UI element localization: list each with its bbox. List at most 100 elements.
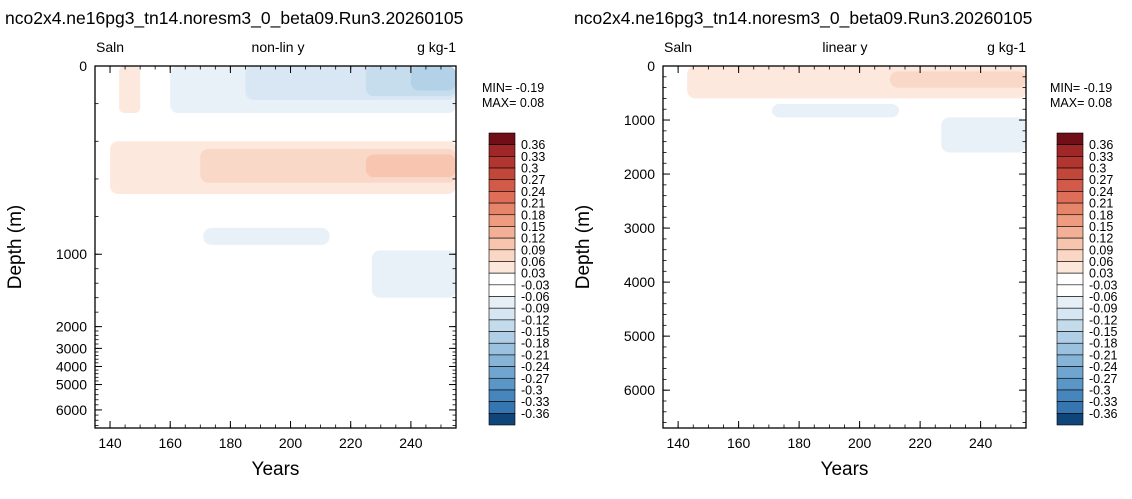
colorbar-label: -0.03 bbox=[1089, 278, 1118, 292]
colorbar-label: -0.3 bbox=[1089, 383, 1111, 397]
colorbar-box bbox=[1056, 132, 1084, 145]
colorbar-label: 0.21 bbox=[521, 197, 545, 211]
colorbar-label: 0.33 bbox=[521, 150, 545, 164]
contour-region bbox=[203, 227, 330, 245]
colorbar-label: 0.3 bbox=[1089, 162, 1106, 176]
axis-mode-label: non-lin y bbox=[252, 39, 305, 55]
colorbar-label: 0.24 bbox=[1089, 185, 1113, 199]
colorbar-label: 0.03 bbox=[521, 267, 545, 281]
colorbar-label: -0.12 bbox=[521, 313, 550, 327]
colorbar-box bbox=[488, 132, 516, 145]
colorbar-box bbox=[488, 354, 516, 367]
colorbar-box bbox=[1056, 237, 1084, 251]
contour-region bbox=[410, 66, 456, 91]
colorbar-box bbox=[488, 214, 516, 227]
colorbar-box bbox=[1056, 307, 1084, 321]
colorbar-box bbox=[1056, 179, 1084, 192]
colorbar-box bbox=[1056, 156, 1084, 169]
colorbar-label: -0.15 bbox=[521, 325, 550, 339]
colorbar-label: -0.18 bbox=[521, 337, 550, 351]
y-tick-label: 0 bbox=[647, 58, 655, 74]
colorbar-label: 0.21 bbox=[1089, 197, 1113, 211]
colorbar-label: -0.33 bbox=[1089, 395, 1118, 409]
x-tick-label: 180 bbox=[219, 435, 243, 451]
colorbar-label: 0.18 bbox=[521, 208, 545, 222]
contour-region bbox=[371, 250, 456, 298]
colorbar-box bbox=[488, 342, 516, 356]
panel-left: nco2x4.ne16pg3_tn14.noresm3_0_beta09.Run… bbox=[5, 8, 550, 480]
colorbar-label: 0.12 bbox=[1089, 232, 1113, 246]
colorbar-label: -0.18 bbox=[1089, 337, 1118, 351]
colorbar-label: -0.21 bbox=[521, 348, 550, 362]
y-tick-label: 1000 bbox=[624, 112, 655, 128]
x-tick-label: 200 bbox=[279, 435, 303, 451]
colorbar-label: -0.03 bbox=[521, 278, 550, 292]
colorbar-label: -0.36 bbox=[1089, 407, 1118, 421]
colorbar-label: -0.24 bbox=[1089, 360, 1118, 374]
colorbar-box bbox=[1056, 272, 1084, 286]
y-tick-label: 6000 bbox=[624, 382, 655, 398]
y-tick-label: 3000 bbox=[56, 340, 87, 356]
colorbar-label: 0.27 bbox=[521, 173, 545, 187]
x-tick-label: 140 bbox=[98, 435, 122, 451]
colorbar-box bbox=[1056, 226, 1084, 239]
colorbar-label: 0.06 bbox=[1089, 255, 1113, 269]
colorbar-box bbox=[1056, 191, 1084, 204]
colorbar-box bbox=[1056, 167, 1084, 181]
y-axis-title: Depth (m) bbox=[5, 205, 26, 289]
colorbar-box bbox=[488, 401, 516, 414]
colorbar-box bbox=[1056, 354, 1084, 367]
x-tick-label: 240 bbox=[969, 435, 993, 451]
colorbar-box bbox=[1056, 284, 1084, 297]
x-tick-label: 200 bbox=[848, 435, 872, 451]
colorbar-box bbox=[1056, 296, 1084, 309]
colorbar-label: -0.27 bbox=[1089, 372, 1118, 386]
colorbar-label: 0.09 bbox=[1089, 243, 1113, 257]
colorbar-box bbox=[1056, 377, 1084, 391]
variable-label: Saln bbox=[96, 39, 124, 55]
colorbar-box bbox=[488, 179, 516, 192]
max-label: MAX= 0.08 bbox=[1050, 96, 1112, 110]
colorbar-box bbox=[488, 167, 516, 181]
colorbar-box bbox=[1056, 413, 1084, 426]
y-tick-label: 2000 bbox=[56, 319, 87, 335]
y-tick-label: 1000 bbox=[56, 246, 87, 262]
y-tick-label: 3000 bbox=[624, 220, 655, 236]
colorbar-label: 0.27 bbox=[1089, 173, 1113, 187]
contour-region bbox=[889, 71, 1026, 88]
units-label: g kg-1 bbox=[987, 39, 1026, 55]
y-tick-label: 4000 bbox=[624, 274, 655, 290]
colorbar-label: -0.12 bbox=[1089, 313, 1118, 327]
colorbar-box bbox=[1056, 249, 1084, 262]
colorbar-box bbox=[1056, 366, 1084, 379]
min-label: MIN= -0.19 bbox=[1050, 81, 1112, 95]
colorbar-box bbox=[488, 307, 516, 321]
colorbar-box bbox=[488, 226, 516, 239]
colorbar-label: 0.33 bbox=[1089, 150, 1113, 164]
colorbar-label: -0.06 bbox=[1089, 290, 1118, 304]
colorbar-box bbox=[488, 377, 516, 391]
x-tick-label: 180 bbox=[787, 435, 811, 451]
colorbar-box bbox=[488, 331, 516, 344]
colorbar-label: 0.06 bbox=[521, 255, 545, 269]
colorbar-box bbox=[488, 272, 516, 286]
colorbar-label: 0.18 bbox=[1089, 208, 1113, 222]
colorbar-label: -0.09 bbox=[1089, 302, 1118, 316]
axes: 140 160 180 200 220 240 0 1000 2000 3000 4000 5000 6… bbox=[5, 58, 457, 480]
y-tick-label: 0 bbox=[79, 58, 87, 74]
colorbar-label: 0.24 bbox=[521, 185, 545, 199]
colorbar-box bbox=[488, 296, 516, 309]
colorbar-label: 0.36 bbox=[1089, 138, 1113, 152]
colorbar-label: -0.06 bbox=[521, 290, 550, 304]
y-tick-label: 5000 bbox=[56, 377, 87, 393]
y-tick-label: 4000 bbox=[56, 358, 87, 374]
colorbar-box bbox=[488, 202, 516, 216]
colorbar-label: -0.36 bbox=[521, 407, 550, 421]
colorbar-label: 0.09 bbox=[521, 243, 545, 257]
contour-fills bbox=[110, 66, 457, 298]
colorbar-label: 0.15 bbox=[521, 220, 545, 234]
colorbar-box bbox=[488, 156, 516, 169]
colorbar-box bbox=[1056, 401, 1084, 414]
colorbar-label: -0.24 bbox=[521, 360, 550, 374]
